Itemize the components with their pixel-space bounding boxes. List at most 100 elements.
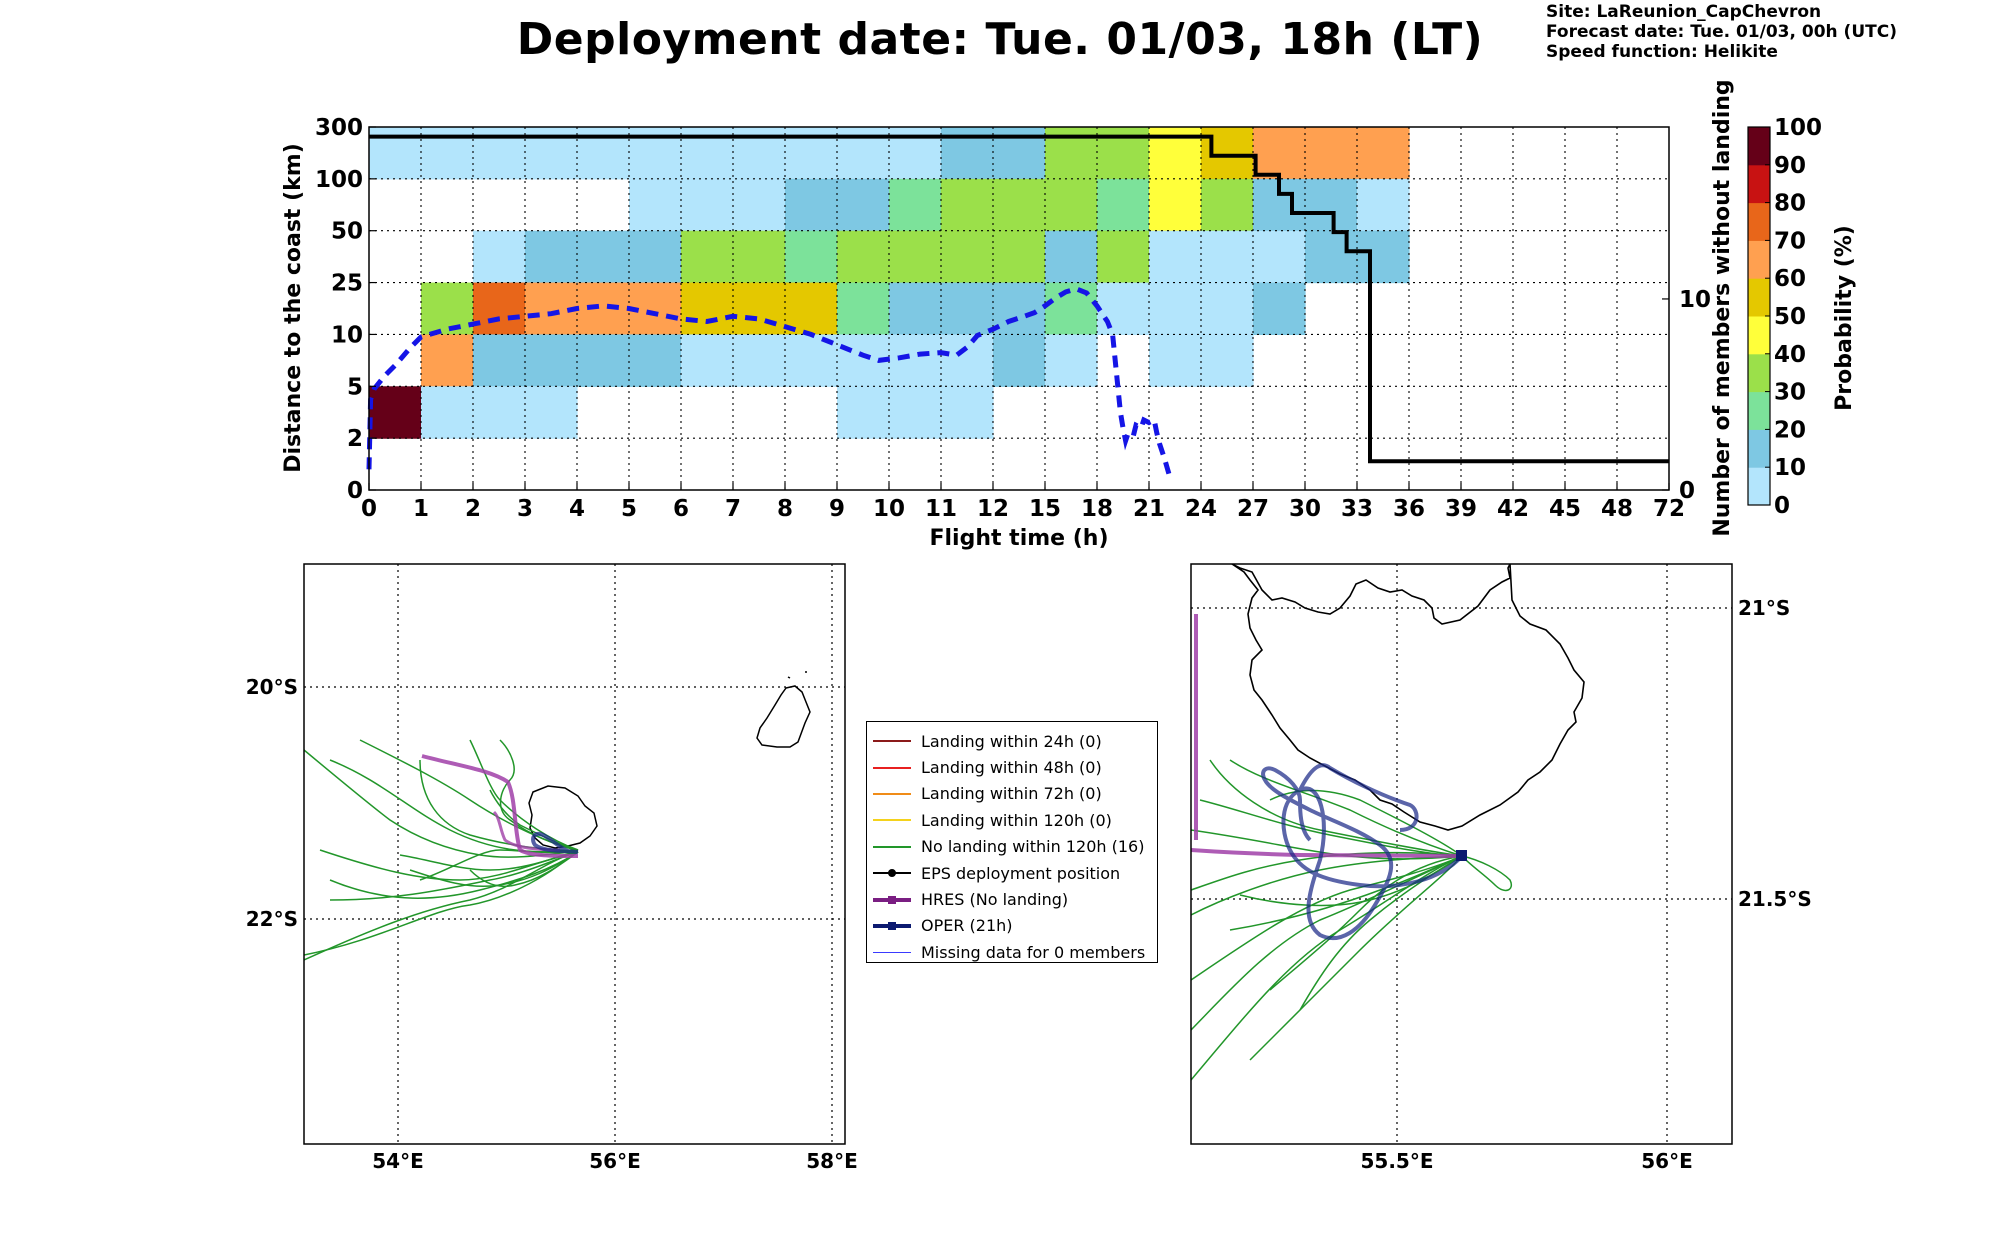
heatmap-cell bbox=[889, 230, 942, 284]
heatmap-cell bbox=[889, 178, 942, 232]
mauritius-coastline bbox=[756, 685, 811, 748]
heatmap-cell bbox=[941, 386, 994, 439]
heatmap-cell bbox=[473, 334, 526, 387]
x-tick-label: 21 bbox=[1133, 496, 1165, 522]
x-tick-label: 72 bbox=[1653, 496, 1685, 522]
heatmap-cell bbox=[1149, 282, 1202, 336]
x-tick-label: 5 bbox=[621, 496, 637, 522]
legend-label: HRES (No landing) bbox=[921, 890, 1069, 910]
longitude-label: 58°E bbox=[806, 1149, 858, 1173]
heatmap-cell bbox=[993, 230, 1046, 284]
x-tick-label: 12 bbox=[977, 496, 1009, 522]
x-tick-label: 1 bbox=[413, 496, 429, 522]
heatmap-cell bbox=[1097, 230, 1150, 284]
heatmap-cell bbox=[421, 334, 474, 387]
x-tick-label: 18 bbox=[1081, 496, 1113, 522]
heatmap-cell bbox=[369, 386, 422, 439]
heatmap-cell bbox=[941, 230, 994, 284]
heatmap-cell bbox=[993, 178, 1046, 232]
heatmap-cell bbox=[473, 230, 526, 284]
legend-label: Landing within 120h (0) bbox=[921, 810, 1112, 830]
x-tick-label: 3 bbox=[517, 496, 533, 522]
oper-deployment-marker bbox=[1456, 850, 1467, 861]
x-tick-label: 2 bbox=[465, 496, 481, 522]
heatmap-cell bbox=[1305, 178, 1358, 232]
longitude-label: 56°E bbox=[1641, 1149, 1693, 1173]
colorbar-segment bbox=[1748, 240, 1770, 279]
members-without-landing-line bbox=[369, 134, 1669, 464]
latitude-label: 22°S bbox=[246, 907, 298, 931]
heatmap-cell bbox=[577, 282, 630, 336]
heatmap-cell bbox=[1045, 334, 1098, 387]
longitude-label: 56°E bbox=[589, 1149, 641, 1173]
x-tick-label: 39 bbox=[1445, 496, 1477, 522]
colorbar-segment bbox=[1748, 278, 1770, 317]
heatmap-cell bbox=[1201, 282, 1254, 336]
legend-label: OPER (21h) bbox=[921, 916, 1013, 936]
colorbar-segment bbox=[1748, 127, 1770, 166]
heatmap-cell bbox=[1201, 334, 1254, 387]
heatmap-cell bbox=[1149, 178, 1202, 232]
x-tick-label: 33 bbox=[1341, 496, 1373, 522]
latitude-label: 20°S bbox=[246, 675, 298, 699]
x-axis-label: Flight time (h) bbox=[929, 526, 1108, 551]
legend-label: Missing data for 0 members bbox=[921, 942, 1146, 962]
heatmap-cell bbox=[785, 282, 838, 336]
heatmap-cell bbox=[837, 282, 890, 336]
left-green-trajectories bbox=[304, 739, 579, 961]
legend-entry: EPS deployment position bbox=[867, 860, 1157, 886]
heatmap-cell bbox=[473, 282, 526, 336]
right-tick-label: 10 bbox=[1679, 287, 1711, 313]
y-tick-label: 100 bbox=[315, 167, 363, 193]
colorbar-tick-label: 0 bbox=[1774, 493, 1790, 519]
heatmap-frame bbox=[368, 126, 1670, 491]
x-tick-label: 9 bbox=[829, 496, 845, 522]
heatmap-cell bbox=[889, 282, 942, 336]
right-map-frame bbox=[1190, 563, 1733, 1145]
heatmap-cell bbox=[525, 230, 578, 284]
mean-distance-line bbox=[366, 286, 1173, 478]
y-tick-label: 2 bbox=[347, 426, 363, 452]
x-tick-label: 8 bbox=[777, 496, 793, 522]
legend-entry: OPER (21h) bbox=[867, 913, 1157, 939]
x-tick-label: 6 bbox=[673, 496, 689, 522]
y-tick-label: 0 bbox=[347, 478, 363, 504]
heatmap-cell bbox=[1097, 178, 1150, 232]
legend-label: No landing within 120h (16) bbox=[921, 837, 1145, 857]
legend-label: Landing within 72h (0) bbox=[921, 784, 1102, 804]
legend-swatch bbox=[873, 787, 911, 801]
legend-swatch bbox=[873, 945, 911, 959]
legend-swatch bbox=[873, 813, 911, 827]
colorbar-segment bbox=[1748, 467, 1770, 506]
latitude-label: 21°S bbox=[1738, 596, 1790, 620]
x-tick-label: 45 bbox=[1549, 496, 1581, 522]
y-axis-label: Distance to the coast (km) bbox=[281, 143, 306, 473]
right-oper-trajectory bbox=[1261, 763, 1464, 941]
legend-swatch bbox=[873, 734, 911, 748]
legend-entry: Landing within 72h (0) bbox=[867, 781, 1157, 807]
heatmap-cell bbox=[1253, 282, 1306, 336]
heatmap-cell bbox=[1201, 230, 1254, 284]
heatmap-cell bbox=[1201, 178, 1254, 232]
legend-entry: HRES (No landing) bbox=[867, 886, 1157, 912]
heatmap-cell bbox=[1045, 178, 1098, 232]
heatmap-cell bbox=[993, 334, 1046, 387]
heatmap-cell bbox=[525, 334, 578, 387]
legend-swatch bbox=[873, 761, 911, 775]
latitude-label: 21.5°S bbox=[1738, 887, 1812, 911]
x-tick-label: 15 bbox=[1029, 496, 1061, 522]
heatmap-cell bbox=[681, 178, 734, 232]
site-label: Site: LaReunion_CapChevron bbox=[1546, 2, 1822, 22]
colorbar-tick-label: 30 bbox=[1774, 380, 1806, 406]
heatmap-cell bbox=[1149, 230, 1202, 284]
right-green-trajectories bbox=[1191, 759, 1512, 1081]
heatmap-cell bbox=[629, 230, 682, 284]
heatmap-cell bbox=[733, 230, 786, 284]
heatmap-cell bbox=[525, 386, 578, 439]
heatmap-cell bbox=[681, 282, 734, 336]
legend-entry: Landing within 120h (0) bbox=[867, 807, 1157, 833]
y-tick-label: 300 bbox=[315, 115, 363, 141]
x-tick-label: 11 bbox=[925, 496, 957, 522]
y-tick-label: 5 bbox=[347, 374, 363, 400]
colorbar-segment bbox=[1748, 164, 1770, 204]
